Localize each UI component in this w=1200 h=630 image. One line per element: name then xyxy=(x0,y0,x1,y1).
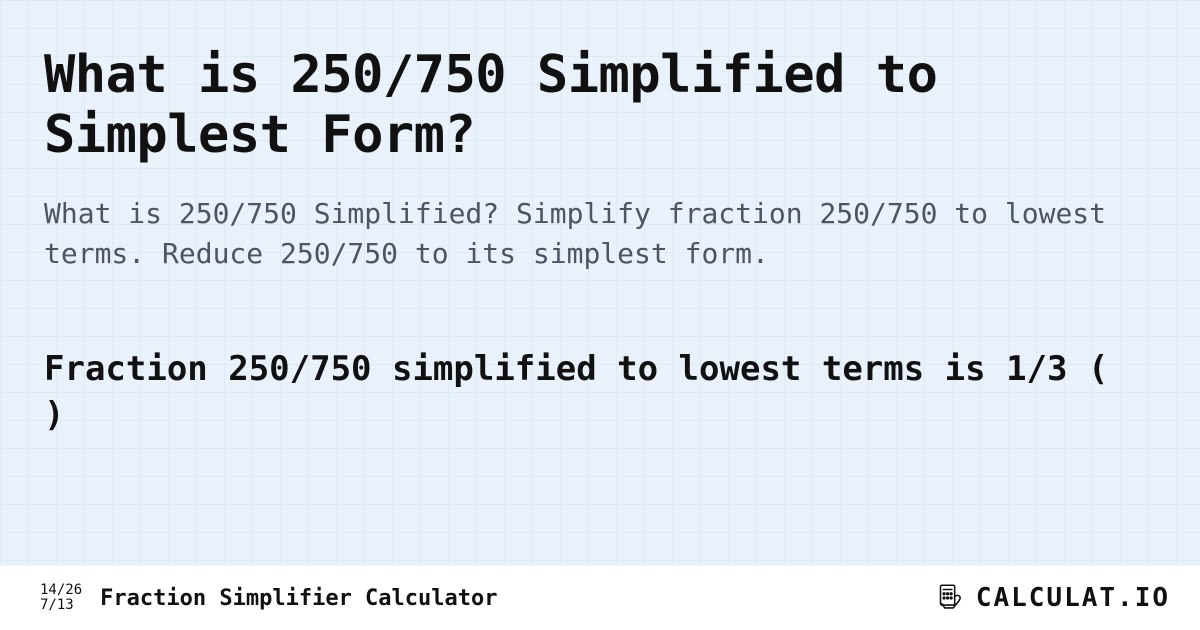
footer-title: Fraction Simplifier Calculator xyxy=(100,586,497,611)
page-title: What is 250/750 Simplified to Simplest F… xyxy=(44,46,1156,166)
fraction-logo-bottom: 7/13 xyxy=(40,598,74,613)
fraction-logo-top: 14/26 xyxy=(40,583,82,598)
brand-text: CALCULAT.IO xyxy=(976,583,1170,613)
calculator-hand-icon xyxy=(932,581,966,615)
answer-heading: Fraction 250/750 simplified to lowest te… xyxy=(44,347,1144,439)
footer-left: 14/26 7/13 Fraction Simplifier Calculato… xyxy=(40,583,498,612)
main-content: What is 250/750 Simplified to Simplest F… xyxy=(0,0,1200,439)
footer-bar: 14/26 7/13 Fraction Simplifier Calculato… xyxy=(0,566,1200,630)
fraction-logo-icon: 14/26 7/13 xyxy=(40,583,82,612)
brand: CALCULAT.IO xyxy=(932,581,1170,615)
page-description: What is 250/750 Simplified? Simplify fra… xyxy=(44,194,1144,275)
